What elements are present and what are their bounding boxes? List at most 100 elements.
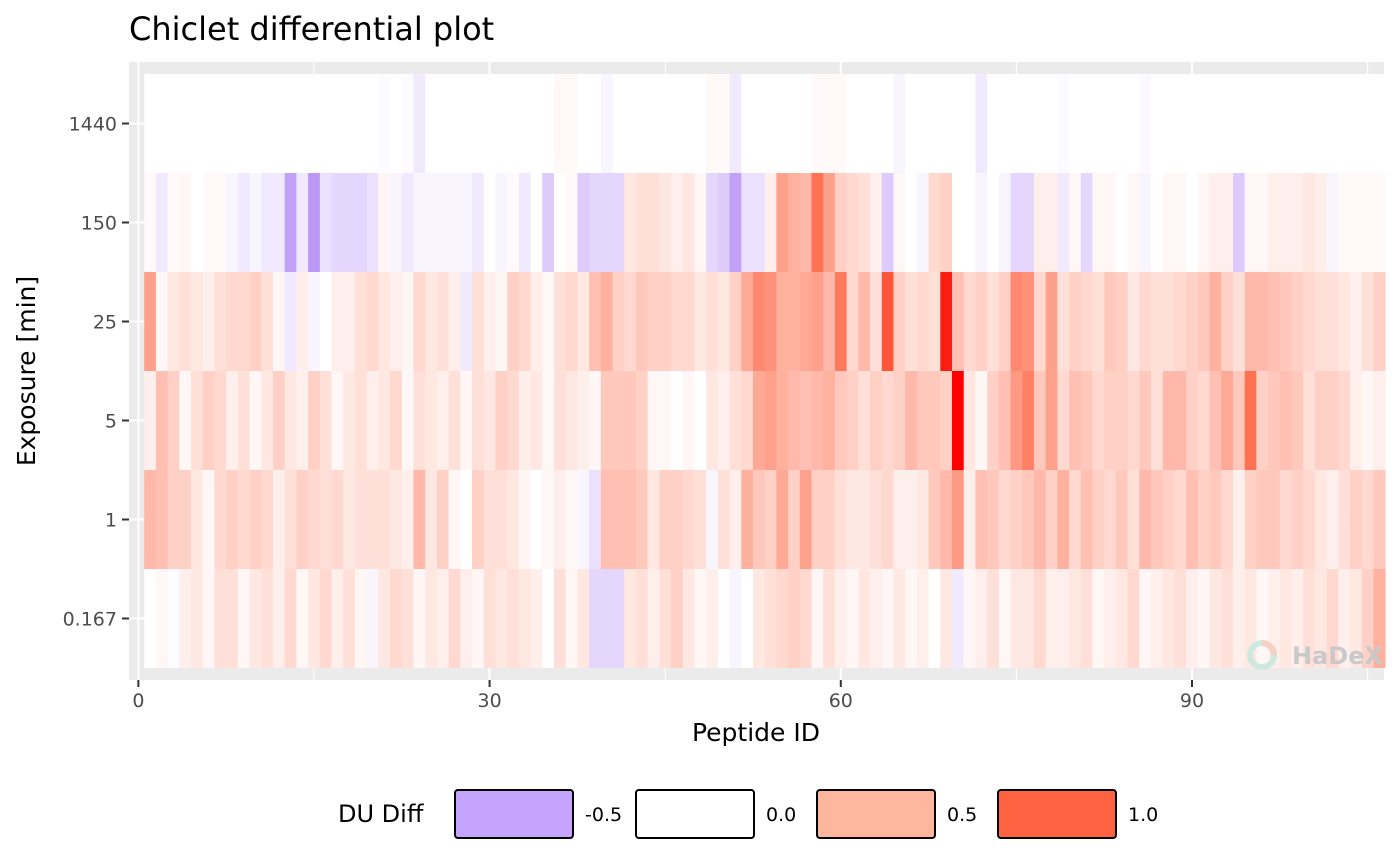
heatmap-cell	[542, 569, 555, 668]
heatmap-cell	[1069, 470, 1082, 569]
heatmap-cell	[1221, 74, 1234, 173]
heatmap-cell	[331, 173, 344, 272]
heatmap-cell	[1209, 173, 1222, 272]
heatmap-cell	[1197, 569, 1210, 668]
heatmap-cell	[460, 470, 473, 569]
y-tick-label: 25	[93, 312, 117, 334]
heatmap-cell	[928, 569, 941, 668]
heatmap-cell	[893, 74, 906, 173]
heatmap-cell	[226, 74, 239, 173]
heatmap-cell	[319, 173, 332, 272]
x-tick-label: 0	[132, 690, 144, 712]
legend-key	[454, 789, 574, 839]
heatmap-cell	[752, 470, 766, 569]
heatmap-cell	[191, 371, 204, 470]
heatmap-cell	[870, 470, 883, 569]
heatmap-cell	[717, 74, 730, 173]
heatmap-cell	[624, 470, 637, 569]
heatmap-cell	[390, 272, 403, 371]
heatmap-cell	[1244, 470, 1257, 569]
heatmap-cell	[799, 272, 812, 371]
heatmap-cell	[354, 74, 368, 173]
heatmap-cell	[237, 470, 250, 569]
heatmap-cell	[413, 173, 426, 272]
heatmap-cell	[788, 272, 801, 371]
heatmap-cell	[706, 173, 719, 272]
heatmap-cell	[390, 569, 403, 668]
heatmap-cell	[1186, 173, 1199, 272]
heatmap-cell	[612, 173, 625, 272]
heatmap-cell	[1221, 272, 1234, 371]
heatmap-cell	[846, 470, 859, 569]
heatmap-cell	[1197, 470, 1210, 569]
heatmap-cell	[343, 569, 356, 668]
heatmap-cell	[635, 371, 649, 470]
heatmap-cell	[858, 470, 871, 569]
heatmap-cell	[1174, 173, 1187, 272]
heatmap-cell	[694, 74, 707, 173]
heatmap-cell	[764, 470, 777, 569]
heatmap-cell	[261, 569, 274, 668]
heatmap-cell	[1162, 272, 1175, 371]
heatmap-cell	[390, 173, 403, 272]
heatmap-cell	[741, 173, 754, 272]
heatmap-cell	[741, 470, 754, 569]
heatmap-cell	[1069, 272, 1082, 371]
heatmap-cell	[296, 470, 309, 569]
heatmap-cell	[706, 569, 719, 668]
heatmap-cell	[214, 173, 227, 272]
heatmap-cell	[659, 272, 672, 371]
heatmap-cell	[741, 371, 754, 470]
heatmap-cell	[963, 371, 976, 470]
heatmap-cell	[1045, 272, 1058, 371]
heatmap-cell	[202, 569, 215, 668]
heatmap-cell	[975, 569, 988, 668]
heatmap-cell	[1279, 74, 1292, 173]
heatmap-cell	[589, 371, 602, 470]
heatmap-cell	[905, 173, 918, 272]
heatmap-cell	[1115, 470, 1129, 569]
heatmap-cell	[752, 173, 766, 272]
heatmap-cell	[401, 371, 414, 470]
heatmap-cell	[1057, 371, 1070, 470]
heatmap-cell	[413, 569, 426, 668]
heatmap-cell	[717, 470, 730, 569]
heatmap-cell	[483, 173, 496, 272]
heatmap-cell	[1209, 272, 1222, 371]
heatmap-cell	[1080, 470, 1093, 569]
heatmap-cell	[682, 371, 695, 470]
heatmap-cell	[296, 569, 309, 668]
heatmap-cell	[1186, 74, 1199, 173]
heatmap-cell	[694, 569, 707, 668]
x-tick-label: 30	[477, 690, 501, 712]
heatmap-cell	[1361, 569, 1374, 668]
heatmap-cell	[694, 371, 707, 470]
heatmap-cell	[905, 74, 918, 173]
heatmap-cell	[647, 173, 660, 272]
heatmap-cell	[343, 470, 356, 569]
heatmap-cell	[1338, 173, 1351, 272]
heatmap-cell	[331, 74, 344, 173]
heatmap-cell	[858, 74, 871, 173]
heatmap-cell	[144, 74, 157, 173]
legend-label: 0.0	[766, 804, 796, 826]
heatmap-cell	[530, 569, 543, 668]
heatmap-cell	[472, 74, 485, 173]
heatmap-cell	[1303, 569, 1316, 668]
heatmap-cell	[1045, 173, 1058, 272]
legend-key	[816, 789, 936, 839]
heatmap-cell	[940, 272, 953, 371]
heatmap-cell	[296, 272, 309, 371]
heatmap-cell	[1350, 173, 1363, 272]
heatmap-cell	[155, 569, 169, 668]
heatmap-cell	[179, 74, 192, 173]
heatmap-cell	[366, 470, 379, 569]
heatmap-cell	[472, 569, 485, 668]
heatmap-cell	[577, 371, 590, 470]
heatmap-cell	[589, 173, 602, 272]
heatmap-cell	[1209, 371, 1222, 470]
heatmap-cell	[1338, 371, 1351, 470]
heatmap-cell	[600, 272, 613, 371]
heatmap-cell	[413, 74, 426, 173]
